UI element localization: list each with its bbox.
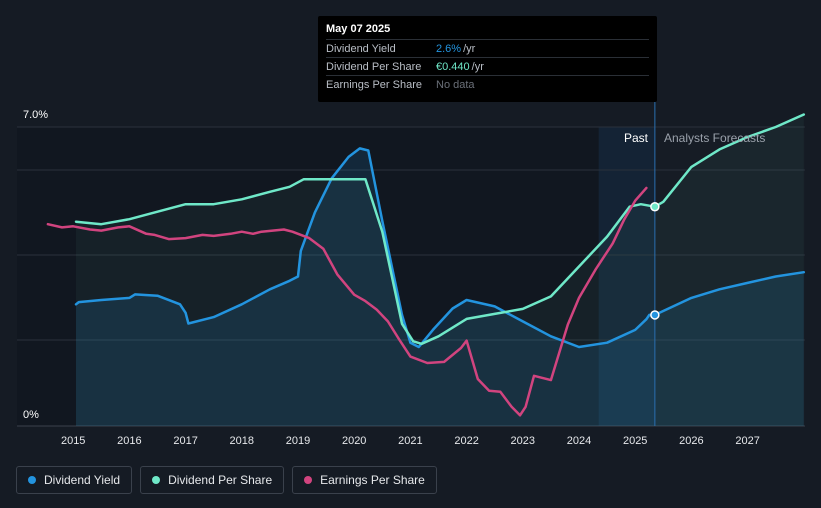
x-tick-label: 2027 bbox=[735, 435, 759, 447]
legend-item-earnings-per-share[interactable]: Earnings Per Share bbox=[292, 466, 437, 494]
x-tick-label: 2016 bbox=[117, 435, 141, 447]
series-line bbox=[46, 186, 648, 417]
tooltip-value: €0.440/yr bbox=[436, 61, 484, 73]
tooltip-label: Dividend Per Share bbox=[326, 60, 422, 73]
series-lines bbox=[46, 113, 806, 417]
tooltip-row-dividend-yield: Dividend Yield 2.6%/yr bbox=[326, 39, 649, 57]
legend-label: Dividend Yield bbox=[44, 473, 121, 487]
tooltip-label: Earnings Per Share bbox=[326, 78, 422, 91]
tooltip-row-dividend-per-share: Dividend Per Share €0.440/yr bbox=[326, 57, 649, 75]
x-tick-label: 2020 bbox=[342, 435, 366, 447]
x-tick-label: 2023 bbox=[511, 435, 535, 447]
x-tick-label: 2021 bbox=[398, 435, 422, 447]
x-tick-label: 2017 bbox=[173, 435, 197, 447]
tooltip-label: Dividend Yield bbox=[326, 42, 396, 55]
legend-item-dividend-yield[interactable]: Dividend Yield bbox=[16, 466, 133, 494]
legend-label: Dividend Per Share bbox=[168, 473, 273, 487]
past-label: Past bbox=[624, 131, 649, 145]
series-marker bbox=[650, 310, 660, 320]
series-line bbox=[74, 147, 806, 349]
tooltip-unit: /yr bbox=[471, 60, 484, 73]
x-tick-label: 2026 bbox=[679, 435, 703, 447]
legend-dot-icon bbox=[28, 476, 36, 484]
x-tick-label: 2022 bbox=[454, 435, 478, 447]
tooltip-unit: /yr bbox=[463, 42, 476, 55]
y-tick-min: 0% bbox=[23, 409, 39, 421]
x-tick-label: 2019 bbox=[286, 435, 310, 447]
legend-dot-icon bbox=[304, 476, 313, 484]
series-line bbox=[74, 113, 806, 346]
legend-item-dividend-per-share[interactable]: Dividend Per Share bbox=[140, 466, 285, 494]
x-tick-label: 2015 bbox=[61, 435, 85, 447]
series-marker bbox=[650, 201, 660, 212]
tooltip-row-earnings-per-share: Earnings Per Share No data bbox=[326, 75, 649, 93]
tooltip: May 07 2025 Dividend Yield 2.6%/yr Divid… bbox=[318, 16, 657, 102]
tooltip-value-text: 2.6% bbox=[436, 42, 462, 55]
legend-label: Earnings Per Share bbox=[320, 473, 425, 487]
x-axis: 2015 2016 2017 2018 2019 2020 2021 2022 2023 2024… bbox=[61, 435, 760, 447]
series-markers bbox=[650, 201, 660, 320]
legend: Dividend Yield Dividend Per Share Earnin… bbox=[16, 466, 437, 494]
tooltip-value-text: €0.440 bbox=[436, 60, 470, 73]
x-tick-label: 2025 bbox=[623, 435, 647, 447]
x-tick-label: 2024 bbox=[567, 435, 591, 447]
past-shade bbox=[17, 127, 655, 426]
legend-dot-icon bbox=[152, 476, 161, 484]
forecast-band bbox=[598, 127, 655, 426]
series-fill bbox=[76, 114, 804, 426]
tooltip-value: 2.6%/yr bbox=[436, 43, 475, 55]
tooltip-value-text: No data bbox=[436, 78, 475, 91]
series-fills bbox=[76, 114, 804, 426]
y-tick-max: 7.0% bbox=[23, 109, 48, 121]
forecast-label: Analysts Forecasts bbox=[664, 131, 765, 145]
series-fill bbox=[76, 148, 804, 426]
x-tick-label: 2018 bbox=[230, 435, 254, 447]
tooltip-date: May 07 2025 bbox=[326, 23, 391, 35]
